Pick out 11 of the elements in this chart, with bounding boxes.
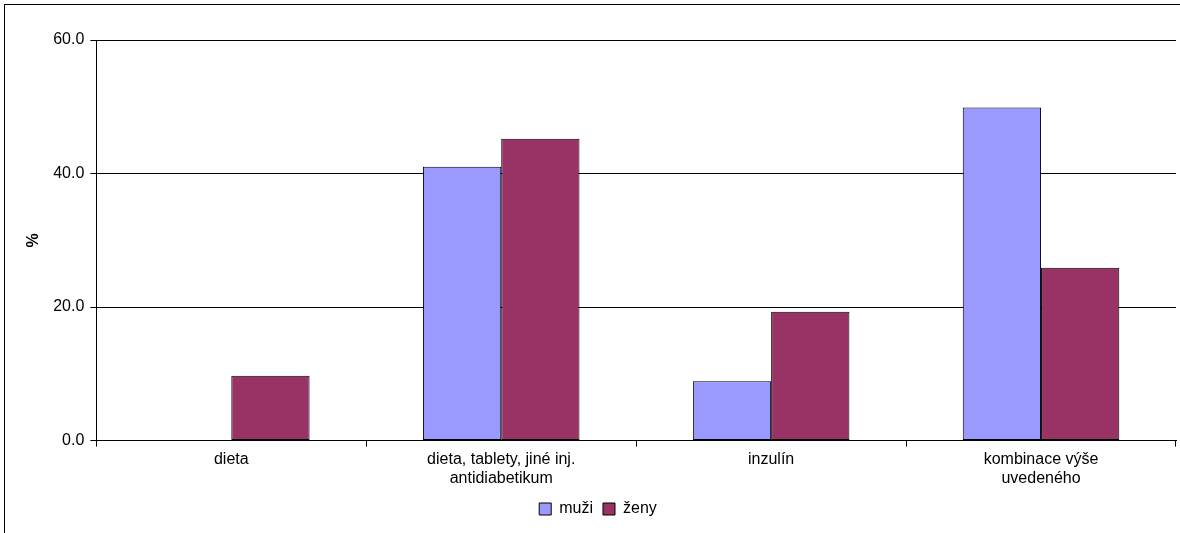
y-tick-label: 20.0 — [53, 297, 85, 315]
x-tick-label: kombinace výše uvedeného — [983, 449, 1099, 486]
y-tick-label: 40.0 — [53, 163, 85, 181]
y-tick-label: 0.0 — [62, 431, 85, 449]
x-tick-label: dieta — [213, 449, 249, 467]
legend-label: ženy — [622, 499, 657, 517]
y-axis-title: % — [24, 233, 42, 248]
x-tick-label: dieta, tablety, jiné inj. antidiabetikum — [427, 449, 576, 486]
y-tick-label: 60.0 — [53, 30, 85, 48]
legend-label: muži — [559, 499, 593, 517]
x-tick-label: inzulín — [748, 449, 795, 467]
